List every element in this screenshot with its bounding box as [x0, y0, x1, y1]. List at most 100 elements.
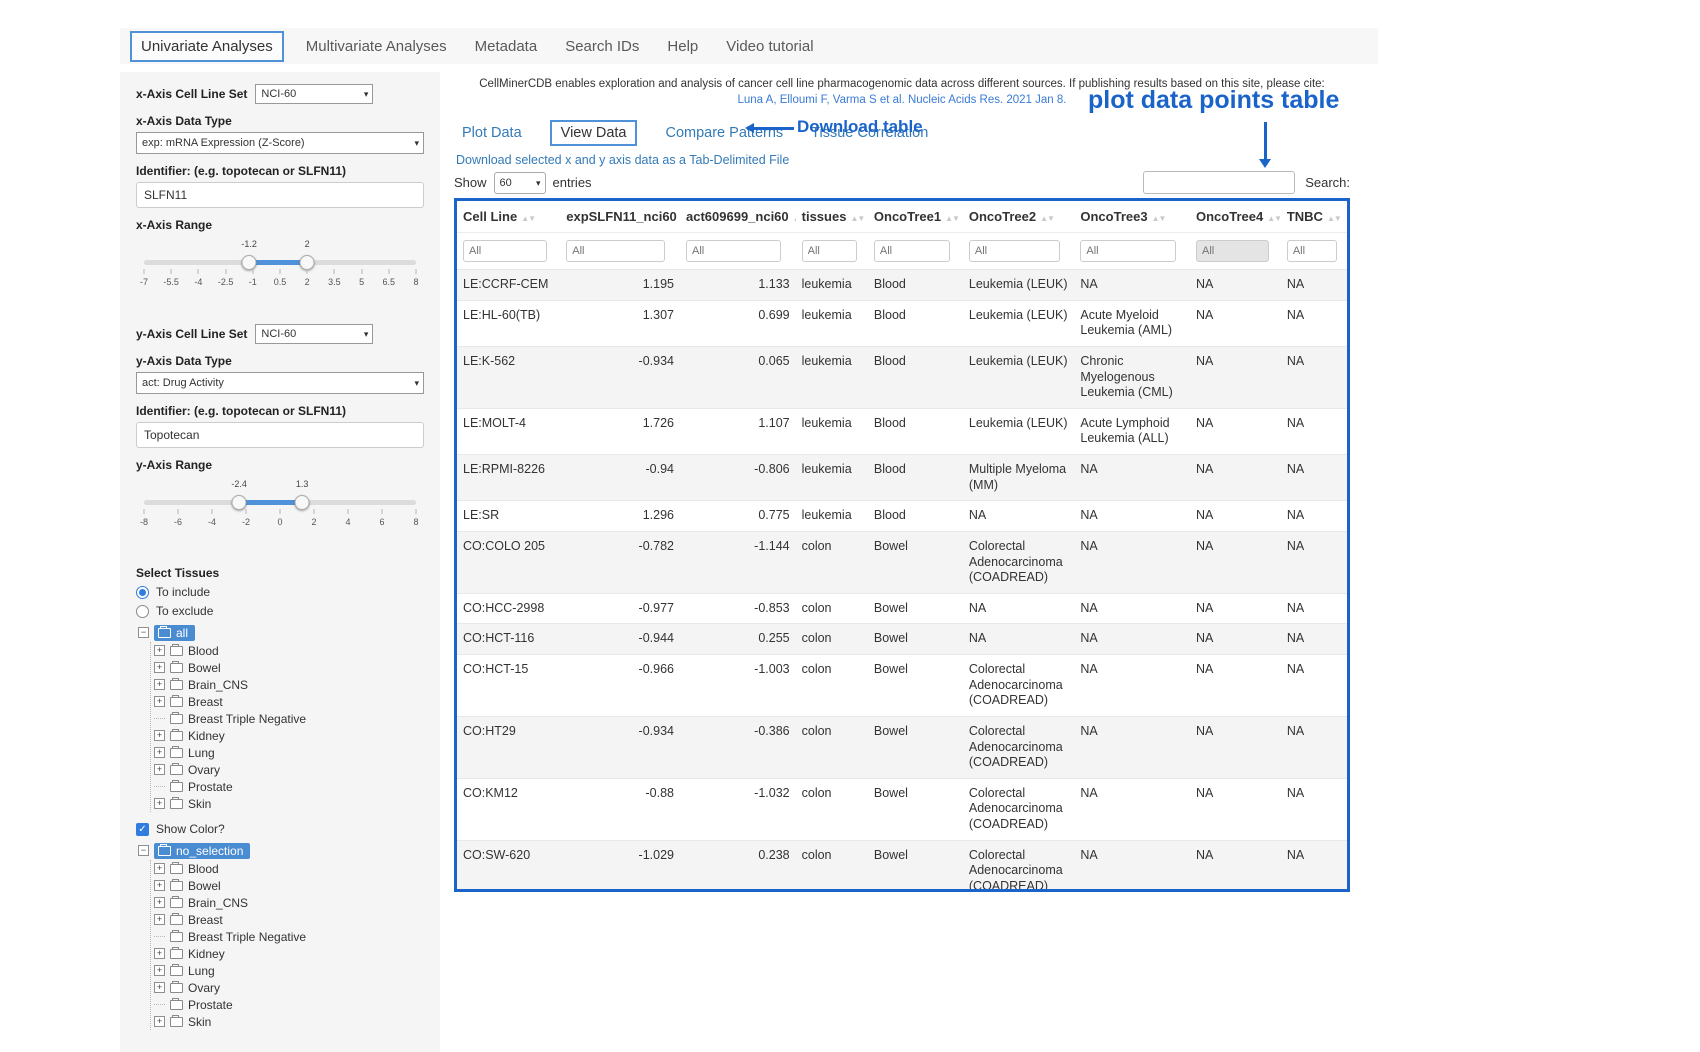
tree-expand-icon[interactable]: +	[154, 897, 165, 908]
table-row[interactable]: CO:HCT-15-0.966-1.003colonBowelColorecta…	[457, 655, 1347, 717]
tree-item-kidney[interactable]: +Kidney	[154, 945, 424, 962]
tree-root-all[interactable]: all	[154, 625, 195, 641]
tree-item-breast[interactable]: +Breast	[154, 693, 424, 710]
nav-tab-univariate-analyses[interactable]: Univariate Analyses	[130, 31, 284, 62]
x-cell-line-set-select[interactable]: NCI-60 ▾	[255, 84, 373, 104]
tree-item-skin[interactable]: +Skin	[154, 795, 424, 812]
tree-expand-icon[interactable]: +	[154, 747, 165, 758]
table-row[interactable]: LE:HL-60(TB)1.3070.699leukemiaBloodLeuke…	[457, 300, 1347, 346]
tree-expand-icon[interactable]: +	[154, 645, 165, 656]
y-range-slider[interactable]: -2.41.3-8-6-4-202468	[144, 492, 416, 550]
table-row[interactable]: CO:SW-620-1.0290.238colonBowelColorectal…	[457, 840, 1347, 892]
tree-item-breast-triple-negative[interactable]: Breast Triple Negative	[154, 710, 424, 727]
tree-expand-icon[interactable]: +	[154, 696, 165, 707]
table-row[interactable]: CO:HCC-2998-0.977-0.853colonBowelNANANAN…	[457, 593, 1347, 624]
filter-input-oncotree2[interactable]	[969, 240, 1061, 262]
y-cell-line-set-select[interactable]: NCI-60 ▾	[255, 324, 373, 344]
tab-plot-data[interactable]: Plot Data	[462, 125, 522, 141]
filter-input-tissues[interactable]	[802, 240, 857, 262]
show-color-checkbox-row[interactable]: ✓ Show Color?	[136, 822, 424, 836]
tree-expand-icon[interactable]: +	[154, 965, 165, 976]
tree-item-brain-cns[interactable]: +Brain_CNS	[154, 894, 424, 911]
tree-expand-icon[interactable]: +	[154, 863, 165, 874]
nav-tab-help[interactable]: Help	[667, 38, 698, 55]
tree-expand-icon[interactable]: +	[154, 914, 165, 925]
sort-icon[interactable]: ▲▼	[521, 214, 535, 223]
slider-handle[interactable]	[295, 495, 310, 510]
tree-collapse-icon[interactable]: −	[138, 845, 149, 856]
slider-handle[interactable]	[300, 255, 315, 270]
filter-input-oncotree3[interactable]	[1080, 240, 1175, 262]
filter-input-tnbc[interactable]	[1287, 240, 1337, 262]
tree-expand-icon[interactable]: +	[154, 982, 165, 993]
y-data-type-select[interactable]: act: Drug Activity ▾	[136, 372, 424, 394]
sort-icon[interactable]: ▲▼	[850, 214, 864, 223]
table-row[interactable]: CO:KM12-0.88-1.032colonBowelColorectal A…	[457, 778, 1347, 840]
nav-tab-metadata[interactable]: Metadata	[475, 38, 538, 55]
tree-expand-icon[interactable]: +	[154, 880, 165, 891]
download-tab-delimited-link[interactable]: Download selected x and y axis data as a…	[456, 153, 789, 167]
tree-item-kidney[interactable]: +Kidney	[154, 727, 424, 744]
column-header-oncotree3[interactable]: OncoTree3▲▼	[1074, 201, 1190, 233]
tree-expand-icon[interactable]: +	[154, 798, 165, 809]
table-row[interactable]: LE:MOLT-41.7261.107leukemiaBloodLeukemia…	[457, 408, 1347, 454]
entries-select[interactable]: 60 ▾	[494, 172, 546, 194]
y-identifier-input[interactable]	[136, 422, 424, 448]
slider-handle[interactable]	[232, 495, 247, 510]
column-header-cell-line[interactable]: Cell Line▲▼	[457, 201, 560, 233]
nav-tab-search-ids[interactable]: Search IDs	[565, 38, 639, 55]
tree-item-bowel[interactable]: +Bowel	[154, 659, 424, 676]
sort-icon[interactable]: ▲▼	[945, 214, 959, 223]
tree-item-blood[interactable]: +Blood	[154, 860, 424, 877]
tree-item-bowel[interactable]: +Bowel	[154, 877, 424, 894]
column-header-oncotree4[interactable]: OncoTree4▲▼	[1190, 201, 1281, 233]
x-identifier-input[interactable]	[136, 182, 424, 208]
tree-expand-icon[interactable]: +	[154, 764, 165, 775]
filter-input-expslfn11-nci60[interactable]	[566, 240, 665, 262]
filter-input-oncotree1[interactable]	[874, 240, 950, 262]
tree-item-lung[interactable]: +Lung	[154, 962, 424, 979]
tree-item-blood[interactable]: +Blood	[154, 642, 424, 659]
tree-item-ovary[interactable]: +Ovary	[154, 979, 424, 996]
tree-root-no-selection[interactable]: no_selection	[154, 843, 250, 859]
search-input[interactable]	[1143, 171, 1295, 194]
table-row[interactable]: CO:HCT-116-0.9440.255colonBowelNANANANA	[457, 624, 1347, 655]
column-header-act609699-nci60[interactable]: act609699_nci60▲▼	[680, 201, 796, 233]
table-row[interactable]: LE:SR1.2960.775leukemiaBloodNANANANA	[457, 501, 1347, 532]
tissues-exclude-radio[interactable]: To exclude	[136, 604, 424, 618]
tree-item-breast[interactable]: +Breast	[154, 911, 424, 928]
column-header-tissues[interactable]: tissues▲▼	[796, 201, 868, 233]
tree-item-skin[interactable]: +Skin	[154, 1013, 424, 1030]
x-range-slider[interactable]: -1.22-7-5.5-4-2.5-10.523.556.58	[144, 252, 416, 310]
table-row[interactable]: LE:K-562-0.9340.065leukemiaBloodLeukemia…	[457, 346, 1347, 408]
column-header-tnbc[interactable]: TNBC▲▼	[1281, 201, 1347, 233]
filter-input-oncotree4[interactable]	[1196, 240, 1269, 262]
tissues-include-radio[interactable]: To include	[136, 585, 424, 599]
column-header-expslfn11-nci60[interactable]: expSLFN11_nci60▲▼	[560, 201, 680, 233]
filter-input-cell-line[interactable]	[463, 240, 547, 262]
tree-expand-icon[interactable]: +	[154, 730, 165, 741]
nav-tab-video-tutorial[interactable]: Video tutorial	[726, 38, 813, 55]
tree-expand-icon[interactable]: +	[154, 679, 165, 690]
tree-expand-icon[interactable]: +	[154, 948, 165, 959]
slider-handle[interactable]	[242, 255, 257, 270]
sort-icon[interactable]: ▲▼	[1040, 214, 1054, 223]
column-header-oncotree2[interactable]: OncoTree2▲▼	[963, 201, 1075, 233]
tree-item-prostate[interactable]: Prostate	[154, 996, 424, 1013]
tree-item-lung[interactable]: +Lung	[154, 744, 424, 761]
sort-icon[interactable]: ▲▼	[793, 214, 796, 223]
checkbox-checked-icon[interactable]: ✓	[136, 823, 149, 836]
nav-tab-multivariate-analyses[interactable]: Multivariate Analyses	[306, 38, 447, 55]
tree-collapse-icon[interactable]: −	[138, 627, 149, 638]
tree-item-prostate[interactable]: Prostate	[154, 778, 424, 795]
table-row[interactable]: LE:RPMI-8226-0.94-0.806leukemiaBloodMult…	[457, 455, 1347, 501]
tab-view-data[interactable]: View Data	[550, 120, 638, 146]
filter-input-act609699-nci60[interactable]	[686, 240, 781, 262]
tree-item-ovary[interactable]: +Ovary	[154, 761, 424, 778]
tree-item-breast-triple-negative[interactable]: Breast Triple Negative	[154, 928, 424, 945]
tree-item-brain-cns[interactable]: +Brain_CNS	[154, 676, 424, 693]
table-row[interactable]: CO:COLO 205-0.782-1.144colonBowelColorec…	[457, 531, 1347, 593]
column-header-oncotree1[interactable]: OncoTree1▲▼	[868, 201, 963, 233]
sort-icon[interactable]: ▲▼	[1152, 214, 1166, 223]
tree-expand-icon[interactable]: +	[154, 662, 165, 673]
